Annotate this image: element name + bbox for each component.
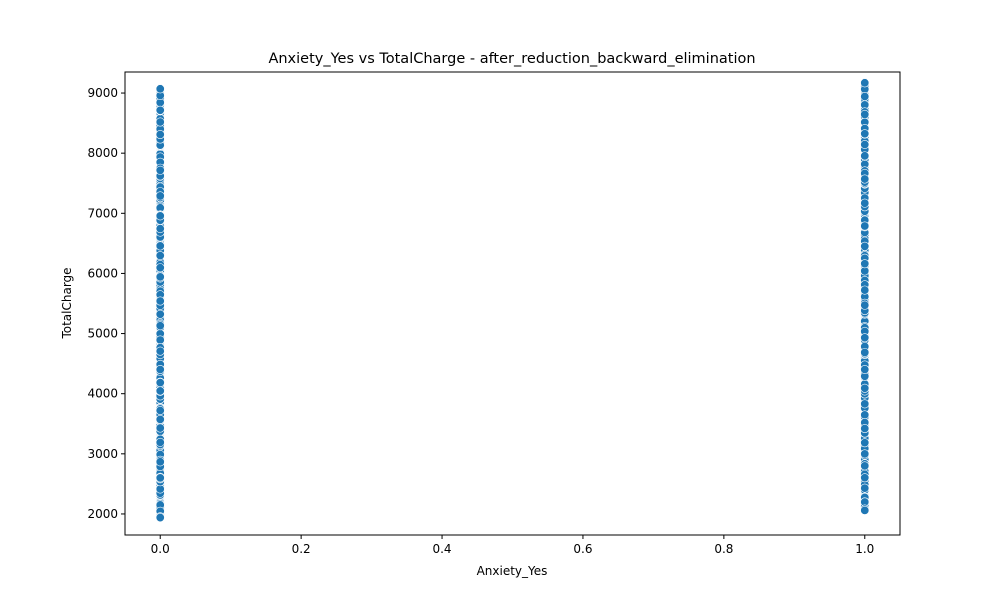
- data-point: [860, 139, 870, 149]
- x-axis-ticks: 0.0 0.2 0.4 0.6 0.8 1.0: [151, 535, 874, 556]
- data-point: [155, 365, 165, 375]
- data-point: [860, 383, 870, 393]
- data-point: [860, 364, 870, 374]
- x-tick-label: 0.4: [432, 542, 451, 556]
- data-point: [860, 505, 870, 515]
- data-point: [155, 513, 165, 523]
- data-points: [155, 78, 870, 523]
- x-tick-label: 1.0: [855, 542, 874, 556]
- data-point: [155, 224, 165, 234]
- data-point: [860, 151, 870, 161]
- data-point: [860, 438, 870, 448]
- data-point: [155, 296, 165, 306]
- data-point: [860, 221, 870, 231]
- y-tick-label: 8000: [87, 146, 118, 160]
- y-axis-label: TotalCharge: [60, 267, 74, 339]
- x-tick-label: 0.6: [573, 542, 592, 556]
- y-tick-label: 7000: [87, 206, 118, 220]
- y-tick-label: 6000: [87, 266, 118, 280]
- x-tick-label: 0.8: [714, 542, 733, 556]
- data-point: [860, 461, 870, 471]
- data-point: [155, 414, 165, 424]
- x-axis-label: Anxiety_Yes: [477, 564, 548, 578]
- data-point: [860, 424, 870, 434]
- data-point: [155, 117, 165, 127]
- data-point: [860, 347, 870, 357]
- data-point: [860, 285, 870, 295]
- data-point: [860, 174, 870, 184]
- y-tick-label: 5000: [87, 327, 118, 341]
- data-point: [860, 109, 870, 119]
- data-point: [155, 386, 165, 396]
- chart-title: Anxiety_Yes vs TotalCharge - after_reduc…: [268, 51, 755, 67]
- y-tick-label: 2000: [87, 507, 118, 521]
- data-point: [155, 251, 165, 261]
- data-point: [860, 333, 870, 343]
- data-point: [860, 300, 870, 310]
- data-point: [155, 84, 165, 94]
- data-point: [155, 406, 165, 416]
- data-point: [860, 241, 870, 251]
- data-point: [860, 129, 870, 139]
- x-tick-label: 0.0: [151, 542, 170, 556]
- data-point: [155, 211, 165, 221]
- data-point: [860, 92, 870, 102]
- data-point: [155, 165, 165, 175]
- data-point: [155, 309, 165, 319]
- data-point: [860, 483, 870, 493]
- y-axis-ticks: 2000 3000 4000 5000 6000 7000 8000 9000: [87, 86, 125, 521]
- y-tick-label: 4000: [87, 387, 118, 401]
- data-point: [155, 263, 165, 273]
- data-point: [155, 473, 165, 483]
- data-point: [155, 423, 165, 433]
- data-point: [155, 335, 165, 345]
- plot-frame: [124, 71, 901, 536]
- data-point: [155, 272, 165, 282]
- data-point: [860, 473, 870, 483]
- y-tick-label: 3000: [87, 447, 118, 461]
- data-point: [155, 457, 165, 467]
- y-tick-label: 9000: [87, 86, 118, 100]
- data-point: [860, 410, 870, 420]
- data-point: [860, 399, 870, 409]
- data-point: [155, 378, 165, 388]
- data-point: [155, 130, 165, 140]
- data-point: [155, 437, 165, 447]
- data-point: [860, 259, 870, 269]
- data-point: [155, 241, 165, 251]
- data-point: [155, 191, 165, 201]
- data-point: [155, 105, 165, 115]
- data-point: [860, 449, 870, 459]
- data-point: [155, 321, 165, 331]
- x-tick-label: 0.2: [292, 542, 311, 556]
- data-point: [860, 198, 870, 208]
- data-point: [155, 346, 165, 356]
- data-point: [860, 78, 870, 88]
